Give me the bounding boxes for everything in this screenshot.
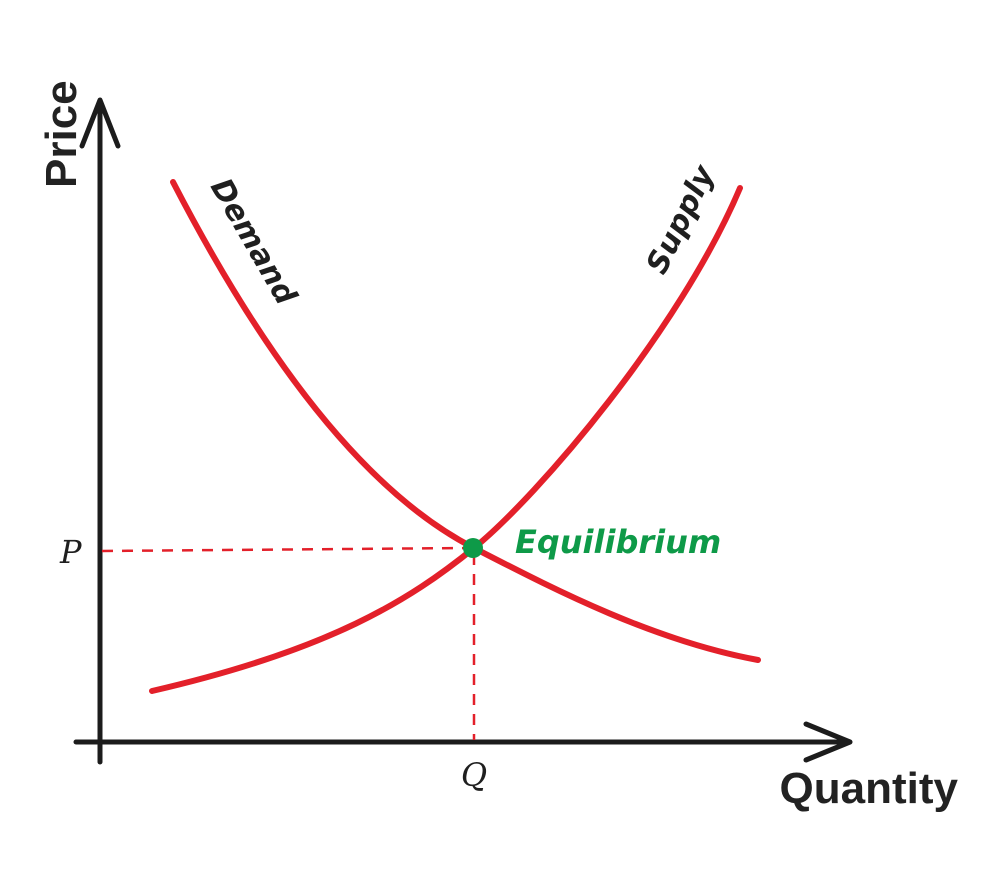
demand-curve: [170, 179, 761, 663]
equilibrium-label: Equilibrium: [515, 523, 721, 561]
equilibrium-point: [463, 538, 483, 558]
quantity-tick-label: Q: [461, 756, 487, 794]
demand-label: Demand: [203, 173, 303, 312]
y-axis-arrowhead: [79, 97, 121, 149]
price-tick-label: P: [59, 533, 82, 571]
x-axis-title: Quantity: [780, 764, 959, 813]
y-axis-title: Price: [37, 80, 86, 188]
supply-label: Supply: [640, 159, 723, 280]
x-axis-arrowhead: [803, 721, 853, 763]
price-guide-line: [101, 546, 471, 553]
